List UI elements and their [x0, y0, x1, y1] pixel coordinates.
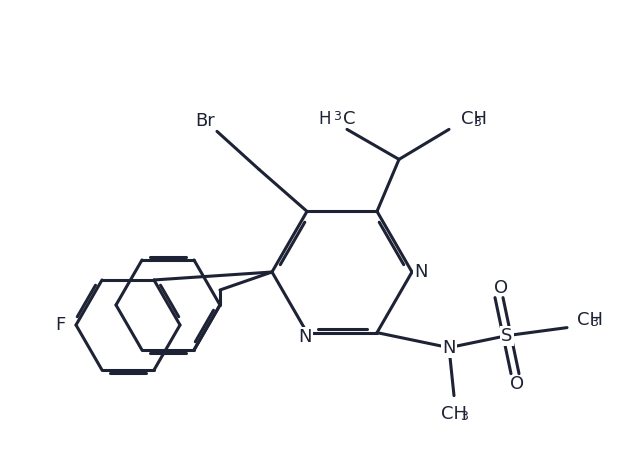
Text: N: N	[298, 328, 312, 345]
Text: 3: 3	[333, 110, 341, 123]
Text: CH: CH	[461, 110, 487, 128]
Text: 3: 3	[460, 410, 468, 423]
Text: 3: 3	[590, 316, 598, 329]
Text: CH: CH	[577, 311, 603, 329]
Text: C: C	[343, 110, 355, 128]
Text: Br: Br	[195, 112, 215, 130]
Text: O: O	[510, 375, 524, 392]
Text: N: N	[442, 338, 456, 357]
Text: 3: 3	[473, 116, 481, 129]
Text: F: F	[55, 316, 65, 334]
Text: H: H	[319, 110, 332, 128]
Text: O: O	[494, 279, 508, 297]
Text: CH: CH	[441, 405, 467, 423]
Text: N: N	[414, 263, 428, 281]
Text: S: S	[501, 327, 513, 345]
